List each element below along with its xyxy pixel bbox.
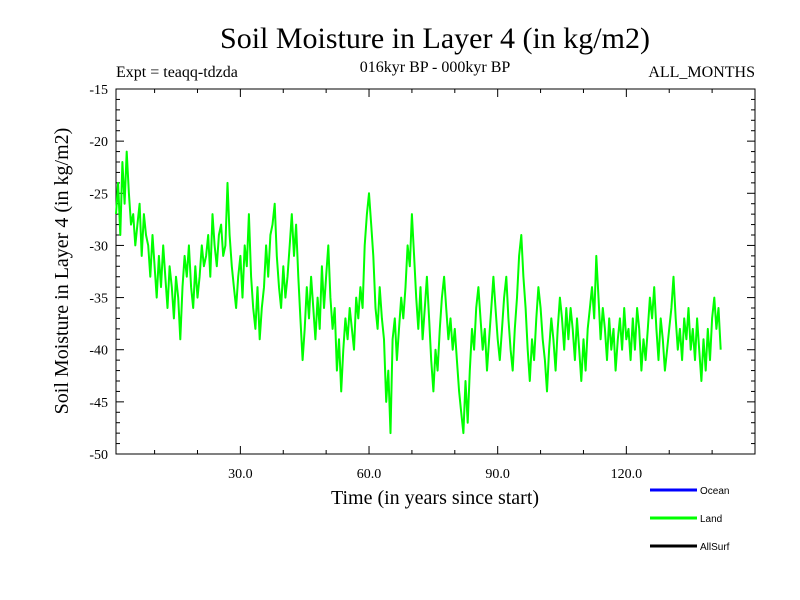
y-axis-label: Soil Moisture in Layer 4 (in kg/m2) — [51, 128, 73, 415]
x-axis: 30.0 60.0 90.0 120.0 — [154, 89, 713, 482]
legend-label-land: Land — [700, 514, 722, 525]
chart-title: Soil Moisture in Layer 4 (in kg/m2) — [220, 22, 650, 55]
y-tick-label: -20 — [89, 135, 108, 150]
x-tick-label: 90.0 — [485, 467, 510, 482]
y-tick-label: -40 — [89, 344, 108, 359]
series-layer — [115, 150, 722, 435]
y-tick-label: -45 — [89, 396, 108, 411]
y-tick-label: -15 — [89, 83, 108, 98]
experiment-label: Expt = teaqq-tdzda — [116, 64, 238, 81]
legend-label-ocean: Ocean — [700, 486, 729, 497]
plot-area — [115, 88, 756, 455]
y-axis: -15 -20 -25 -30 -35 -40 -45 -50 — [89, 83, 755, 463]
series-line-land — [115, 150, 722, 435]
y-tick-label: -25 — [89, 187, 108, 202]
x-tick-label: 30.0 — [228, 467, 253, 482]
x-tick-label: 120.0 — [611, 467, 643, 482]
legend-label-allsurf: AllSurf — [700, 542, 730, 553]
time-range-label: 016kyr BP - 000kyr BP — [360, 59, 511, 76]
x-axis-label: Time (in years since start) — [331, 487, 539, 509]
y-tick-label: -35 — [89, 292, 108, 307]
legend: Ocean Land AllSurf — [650, 486, 730, 553]
y-tick-label: -30 — [89, 239, 108, 254]
x-tick-label: 60.0 — [357, 467, 382, 482]
months-label: ALL_MONTHS — [648, 64, 755, 81]
y-tick-label: -50 — [89, 448, 108, 463]
